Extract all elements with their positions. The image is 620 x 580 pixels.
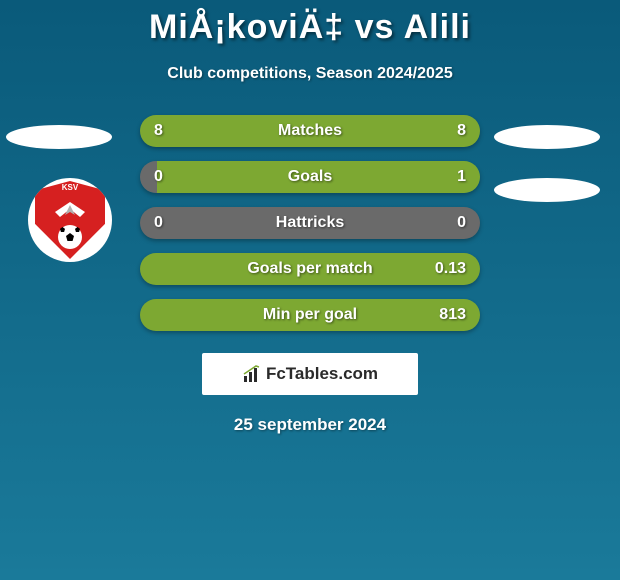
stat-label: Matches <box>278 122 342 140</box>
stat-bar: Goals per match 0.13 <box>140 253 480 285</box>
stat-left-value: 8 <box>154 122 184 140</box>
date-label: 25 september 2024 <box>0 415 620 435</box>
stat-left-value: 0 <box>154 214 184 232</box>
stat-bar: 0 Goals 1 <box>140 161 480 193</box>
chart-icon <box>242 364 262 384</box>
stat-left-value: 0 <box>154 168 184 186</box>
stat-row-goals: 0 Goals 1 <box>0 161 620 193</box>
stat-label: Goals <box>288 168 332 186</box>
stat-label: Hattricks <box>276 214 344 232</box>
stat-right-value: 813 <box>436 306 466 324</box>
stat-label: Min per goal <box>263 306 357 324</box>
stat-row-matches: 8 Matches 8 <box>0 115 620 147</box>
stat-right-value: 8 <box>436 122 466 140</box>
stat-label: Goals per match <box>247 260 372 278</box>
stats-container: 8 Matches 8 0 Goals 1 0 Hattricks 0 Goal… <box>0 115 620 331</box>
stat-bar: Min per goal 813 <box>140 299 480 331</box>
stat-right-value: 0.13 <box>435 260 466 278</box>
fctables-badge[interactable]: FcTables.com <box>202 353 418 395</box>
stat-right-value: 0 <box>436 214 466 232</box>
page-subtitle: Club competitions, Season 2024/2025 <box>0 65 620 83</box>
stat-bar: 0 Hattricks 0 <box>140 207 480 239</box>
brand-name: FcTables.com <box>266 364 378 384</box>
stat-bar: 8 Matches 8 <box>140 115 480 147</box>
stat-right-value: 1 <box>436 168 466 186</box>
stat-row-goals-per-match: Goals per match 0.13 <box>0 253 620 285</box>
stat-row-min-per-goal: Min per goal 813 <box>0 299 620 331</box>
page-title: MiÅ¡koviÄ‡ vs Alili <box>0 0 620 47</box>
stat-row-hattricks: 0 Hattricks 0 <box>0 207 620 239</box>
